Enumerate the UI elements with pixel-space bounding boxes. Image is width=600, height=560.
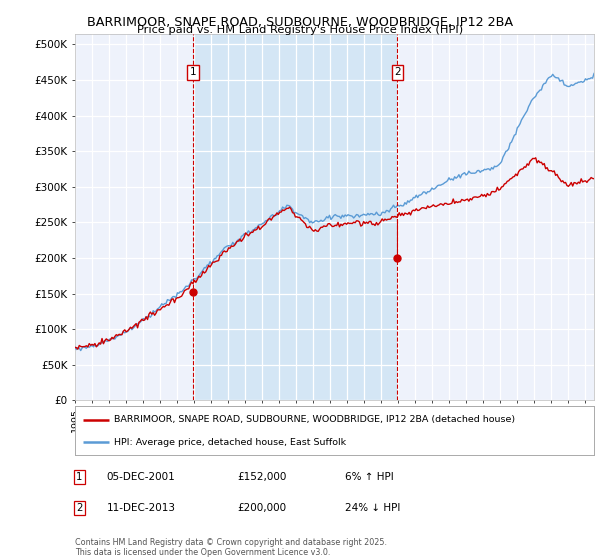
Text: 1: 1 [190,67,196,77]
Text: Contains HM Land Registry data © Crown copyright and database right 2025.
This d: Contains HM Land Registry data © Crown c… [75,538,387,557]
Text: £152,000: £152,000 [237,472,286,482]
Text: £200,000: £200,000 [237,503,286,513]
Text: 2: 2 [76,503,82,513]
Text: Price paid vs. HM Land Registry's House Price Index (HPI): Price paid vs. HM Land Registry's House … [137,25,463,35]
Text: BARRIMOOR, SNAPE ROAD, SUDBOURNE, WOODBRIDGE, IP12 2BA: BARRIMOOR, SNAPE ROAD, SUDBOURNE, WOODBR… [87,16,513,29]
Text: 2: 2 [394,67,401,77]
Text: 24% ↓ HPI: 24% ↓ HPI [345,503,400,513]
Text: 6% ↑ HPI: 6% ↑ HPI [345,472,394,482]
Text: 05-DEC-2001: 05-DEC-2001 [107,472,176,482]
Text: 11-DEC-2013: 11-DEC-2013 [107,503,176,513]
Text: 1: 1 [76,472,82,482]
Text: HPI: Average price, detached house, East Suffolk: HPI: Average price, detached house, East… [114,437,346,446]
Bar [193,34,397,400]
Text: BARRIMOOR, SNAPE ROAD, SUDBOURNE, WOODBRIDGE, IP12 2BA (detached house): BARRIMOOR, SNAPE ROAD, SUDBOURNE, WOODBR… [114,415,515,424]
